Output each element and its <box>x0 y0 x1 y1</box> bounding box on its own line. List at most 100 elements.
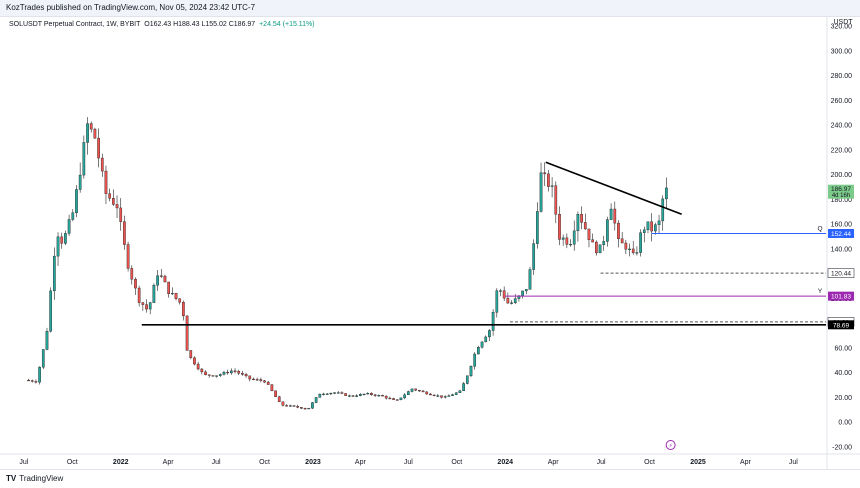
candle-body <box>185 315 189 351</box>
candle-body <box>329 392 333 395</box>
candle-body <box>429 393 432 396</box>
candle-body <box>112 197 115 205</box>
candle-body <box>222 371 226 375</box>
candle-body <box>421 390 425 393</box>
candle-body <box>642 229 646 233</box>
candle-body <box>281 401 285 406</box>
candle-body <box>56 236 60 257</box>
candle-body <box>606 219 609 242</box>
tradingview-logo[interactable]: TV TradingView <box>6 474 64 483</box>
candle-body <box>49 290 53 332</box>
level-tag-label: Q <box>817 225 822 232</box>
candle-body <box>572 230 576 245</box>
candle-body <box>156 275 159 286</box>
candle-body <box>469 365 473 376</box>
candle-body <box>620 238 624 244</box>
candle-body <box>336 392 340 394</box>
candle-body <box>403 394 406 399</box>
x-tick-label: 2025 <box>690 459 706 466</box>
candle-body <box>344 393 347 396</box>
candle-body <box>373 394 377 396</box>
candle-body <box>583 222 587 230</box>
candle-body <box>322 393 325 395</box>
level-price-label: 78.69 <box>833 322 850 329</box>
price-change: +24.54 (+15.11%) <box>259 21 315 28</box>
last-price-label: 186.97 <box>831 186 851 193</box>
footer-bar: TV TradingView <box>0 469 860 488</box>
y-tick-label: 140.00 <box>831 246 853 253</box>
candle-body <box>252 378 255 381</box>
price-chart[interactable]: USDT-20.000.0020.0040.0060.0080.00100.00… <box>0 16 860 469</box>
y-tick-label: 20.00 <box>834 395 852 402</box>
candle-body <box>126 244 130 269</box>
y-tick-label: 200.00 <box>831 172 853 179</box>
candle-body <box>488 330 491 338</box>
candle-body <box>561 237 565 240</box>
candle-body <box>97 137 100 159</box>
candle-body <box>550 185 554 187</box>
candle-body <box>193 357 196 365</box>
candle-body <box>255 379 259 381</box>
candle-body <box>248 375 252 380</box>
candle-body <box>204 371 207 375</box>
candle-body <box>64 233 67 244</box>
candle-body <box>89 123 93 130</box>
candle-body <box>458 390 462 393</box>
candle-body <box>288 405 292 407</box>
candle-body <box>576 214 580 232</box>
candle-body <box>229 370 233 374</box>
candle-body <box>215 375 218 377</box>
candle-body <box>443 396 447 398</box>
candle-body <box>196 363 200 370</box>
candle-body <box>392 398 395 400</box>
candle-body <box>381 395 384 397</box>
last-price-countdown: 4d 16h <box>832 193 850 199</box>
candle-body <box>591 239 595 243</box>
candle-body <box>296 405 300 408</box>
ohlc-values: O162.43 H188.43 L155.02 C186.97 <box>144 21 256 28</box>
lightning-icon: ⚡ <box>669 443 673 450</box>
candle-body <box>355 395 359 397</box>
x-tick-label: Oct <box>67 459 78 466</box>
candle-body <box>465 375 469 384</box>
candle-body <box>130 268 134 280</box>
candle-body <box>447 395 451 397</box>
candle-body <box>480 341 484 348</box>
candle-body <box>163 275 167 283</box>
trendline <box>545 161 682 215</box>
x-tick-label: Oct <box>259 459 270 466</box>
candle-body <box>639 232 642 253</box>
last-price-tag <box>828 184 854 199</box>
candle-body <box>543 172 547 175</box>
candle-body <box>30 380 34 382</box>
candle-body <box>78 174 82 190</box>
candle-body <box>602 241 606 245</box>
candle-body <box>141 302 145 305</box>
x-tick-label: 2023 <box>305 459 321 466</box>
y-tick-label: 160.00 <box>831 222 853 229</box>
x-tick-label: Apr <box>740 459 752 466</box>
candle-body <box>241 373 244 375</box>
candle-body <box>244 374 248 377</box>
y-tick-label: 320.00 <box>831 24 853 31</box>
y-tick-label: 60.00 <box>834 345 852 352</box>
candle-body <box>665 187 668 200</box>
candle-body <box>263 380 266 383</box>
x-tick-label: Apr <box>163 459 175 466</box>
candle-body <box>558 214 561 240</box>
candle-body <box>274 390 277 397</box>
y-tick-label: 0.00 <box>838 420 852 427</box>
level-price-label: 120.44 <box>831 271 851 278</box>
candle-body <box>454 392 458 395</box>
candle-body <box>189 350 193 359</box>
x-tick-label: 2022 <box>113 459 129 466</box>
candle-body <box>395 399 399 401</box>
candle-body <box>414 388 418 391</box>
candle-body <box>609 208 613 220</box>
candle-body <box>237 370 241 374</box>
level-tag-label: Y <box>818 288 823 295</box>
candle-body <box>502 290 506 299</box>
level-price-tag <box>828 291 854 301</box>
y-tick-label: 300.00 <box>831 48 853 55</box>
candle-body <box>148 302 152 310</box>
